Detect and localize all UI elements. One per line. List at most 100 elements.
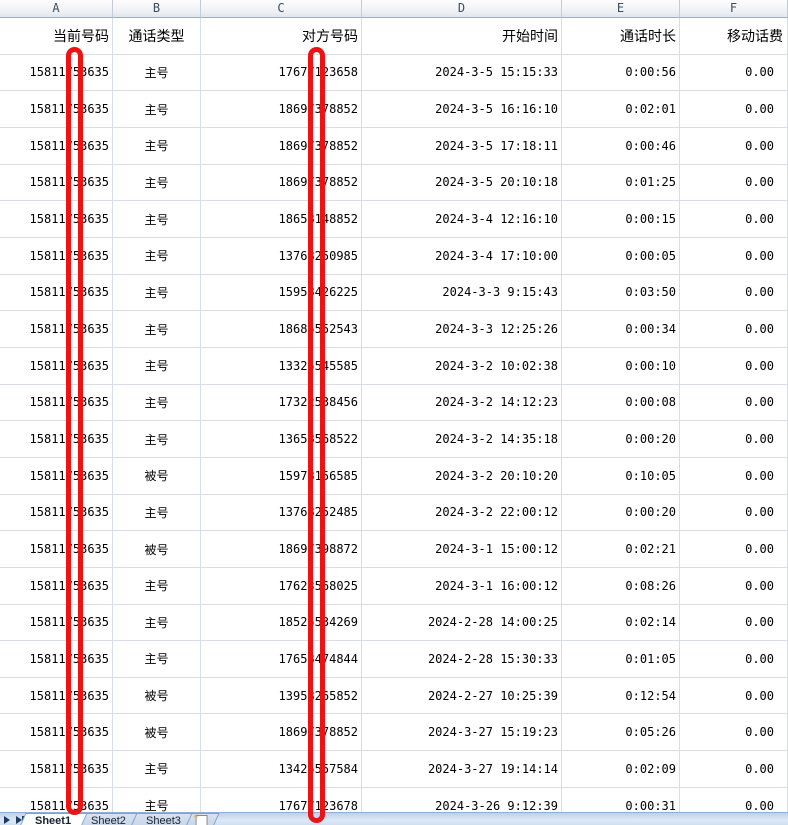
cell-start-time[interactable]: 2024-3-4 12:16:10 — [362, 201, 562, 238]
cell-other-number[interactable]: 18685552543 — [201, 311, 362, 348]
cell-start-time[interactable]: 2024-3-1 15:00:12 — [362, 531, 562, 568]
cell-mobile-fee[interactable]: 0.00 — [680, 91, 788, 128]
cell-call-duration[interactable]: 0:00:56 — [562, 54, 680, 92]
cell-other-number[interactable]: 18697398872 — [201, 531, 362, 568]
cell-mobile-fee[interactable]: 0.00 — [680, 384, 788, 422]
column-header-c[interactable]: C — [201, 0, 362, 18]
cell-start-time[interactable]: 2024-3-5 17:18:11 — [362, 127, 562, 165]
cell-mobile-fee[interactable]: 0.00 — [680, 531, 788, 568]
cell-call-duration[interactable]: 0:03:50 — [562, 274, 680, 312]
cell-other-number[interactable]: 18697378852 — [201, 127, 362, 165]
column-header-f[interactable]: F — [680, 0, 788, 18]
cell-start-time[interactable]: 2024-2-27 10:25:39 — [362, 677, 562, 715]
header-current-number[interactable]: 当前号码 — [0, 18, 113, 55]
next-sheet-button[interactable] — [3, 815, 12, 824]
cell-mobile-fee[interactable]: 0.00 — [680, 421, 788, 458]
cell-current-number[interactable]: 15811753635 — [0, 91, 113, 128]
cell-other-number[interactable]: 13768252485 — [201, 494, 362, 532]
cell-other-number[interactable]: 13425557584 — [201, 751, 362, 788]
cell-call-type[interactable]: 主号 — [113, 567, 201, 605]
cell-start-time[interactable]: 2024-3-4 17:10:00 — [362, 237, 562, 275]
cell-current-number[interactable]: 15811753635 — [0, 384, 113, 422]
cell-call-duration[interactable]: 0:01:05 — [562, 641, 680, 678]
cell-call-duration[interactable]: 0:10:05 — [562, 457, 680, 495]
cell-call-type[interactable]: 被号 — [113, 457, 201, 495]
cell-other-number[interactable]: 18525534269 — [201, 604, 362, 642]
cell-mobile-fee[interactable]: 0.00 — [680, 164, 788, 202]
cell-current-number[interactable]: 15811753635 — [0, 457, 113, 495]
cell-call-duration[interactable]: 0:00:10 — [562, 347, 680, 385]
cell-mobile-fee[interactable]: 0.00 — [680, 274, 788, 312]
cell-mobile-fee[interactable]: 0.00 — [680, 494, 788, 532]
cell-start-time[interactable]: 2024-3-2 14:12:23 — [362, 384, 562, 422]
cell-other-number[interactable]: 17658474844 — [201, 641, 362, 678]
cell-current-number[interactable]: 15811753635 — [0, 347, 113, 385]
cell-mobile-fee[interactable]: 0.00 — [680, 127, 788, 165]
cell-current-number[interactable]: 15811753635 — [0, 127, 113, 165]
cell-current-number[interactable]: 15811753635 — [0, 641, 113, 678]
cell-call-duration[interactable]: 0:12:54 — [562, 677, 680, 715]
cell-mobile-fee[interactable]: 0.00 — [680, 677, 788, 715]
cell-call-type[interactable]: 主号 — [113, 384, 201, 422]
cell-start-time[interactable]: 2024-2-28 14:00:25 — [362, 604, 562, 642]
cell-call-type[interactable]: 主号 — [113, 347, 201, 385]
cell-call-type[interactable]: 被号 — [113, 714, 201, 752]
cell-other-number[interactable]: 15958426225 — [201, 274, 362, 312]
cell-call-type[interactable]: 被号 — [113, 531, 201, 568]
cell-mobile-fee[interactable]: 0.00 — [680, 567, 788, 605]
cell-call-type[interactable]: 主号 — [113, 641, 201, 678]
cell-start-time[interactable]: 2024-3-5 20:10:18 — [362, 164, 562, 202]
cell-call-duration[interactable]: 0:00:05 — [562, 237, 680, 275]
cell-other-number[interactable]: 17322538456 — [201, 384, 362, 422]
header-call-type[interactable]: 通话类型 — [113, 18, 201, 55]
cell-mobile-fee[interactable]: 0.00 — [680, 714, 788, 752]
cell-call-type[interactable]: 主号 — [113, 201, 201, 238]
cell-mobile-fee[interactable]: 0.00 — [680, 54, 788, 92]
cell-mobile-fee[interactable]: 0.00 — [680, 311, 788, 348]
cell-other-number[interactable]: 17677123658 — [201, 54, 362, 92]
column-header-b[interactable]: B — [113, 0, 201, 18]
cell-call-type[interactable]: 主号 — [113, 751, 201, 788]
cell-other-number[interactable]: 18697378852 — [201, 91, 362, 128]
cell-other-number[interactable]: 18697378852 — [201, 164, 362, 202]
cell-mobile-fee[interactable]: 0.00 — [680, 347, 788, 385]
header-mobile-fee[interactable]: 移动话费 — [680, 18, 788, 55]
cell-start-time[interactable]: 2024-3-3 12:25:26 — [362, 311, 562, 348]
cell-call-duration[interactable]: 0:05:26 — [562, 714, 680, 752]
cell-current-number[interactable]: 15811753635 — [0, 54, 113, 92]
cell-call-duration[interactable]: 0:00:20 — [562, 494, 680, 532]
header-call-duration[interactable]: 通话时长 — [562, 18, 680, 55]
column-header-a[interactable]: A — [0, 0, 113, 18]
insert-worksheet-button[interactable] — [184, 813, 220, 825]
cell-current-number[interactable]: 15811753635 — [0, 311, 113, 348]
column-header-d[interactable]: D — [362, 0, 562, 18]
cell-start-time[interactable]: 2024-3-2 20:10:20 — [362, 457, 562, 495]
cell-call-type[interactable]: 主号 — [113, 604, 201, 642]
cell-other-number[interactable]: 17623568025 — [201, 567, 362, 605]
cell-start-time[interactable]: 2024-2-28 15:30:33 — [362, 641, 562, 678]
cell-current-number[interactable]: 15811753635 — [0, 421, 113, 458]
cell-other-number[interactable]: 18658148852 — [201, 201, 362, 238]
cell-call-type[interactable]: 主号 — [113, 494, 201, 532]
cell-current-number[interactable]: 15811753635 — [0, 714, 113, 752]
cell-call-duration[interactable]: 0:00:46 — [562, 127, 680, 165]
cell-call-type[interactable]: 主号 — [113, 164, 201, 202]
cell-mobile-fee[interactable]: 0.00 — [680, 237, 788, 275]
cell-call-type[interactable]: 主号 — [113, 237, 201, 275]
cell-start-time[interactable]: 2024-3-2 22:00:12 — [362, 494, 562, 532]
cell-call-type[interactable]: 主号 — [113, 311, 201, 348]
cell-mobile-fee[interactable]: 0.00 — [680, 457, 788, 495]
cell-current-number[interactable]: 15811753635 — [0, 274, 113, 312]
cell-call-duration[interactable]: 0:02:21 — [562, 531, 680, 568]
cell-current-number[interactable]: 15811753635 — [0, 567, 113, 605]
column-header-e[interactable]: E — [562, 0, 680, 18]
cell-current-number[interactable]: 15811753635 — [0, 201, 113, 238]
cell-start-time[interactable]: 2024-3-27 19:14:14 — [362, 751, 562, 788]
cell-mobile-fee[interactable]: 0.00 — [680, 201, 788, 238]
cell-other-number[interactable]: 13658568522 — [201, 421, 362, 458]
cell-current-number[interactable]: 15811753635 — [0, 531, 113, 568]
cell-call-duration[interactable]: 0:02:09 — [562, 751, 680, 788]
cell-other-number[interactable]: 13958265852 — [201, 677, 362, 715]
cell-call-type[interactable]: 主号 — [113, 127, 201, 165]
cell-other-number[interactable]: 13768250985 — [201, 237, 362, 275]
